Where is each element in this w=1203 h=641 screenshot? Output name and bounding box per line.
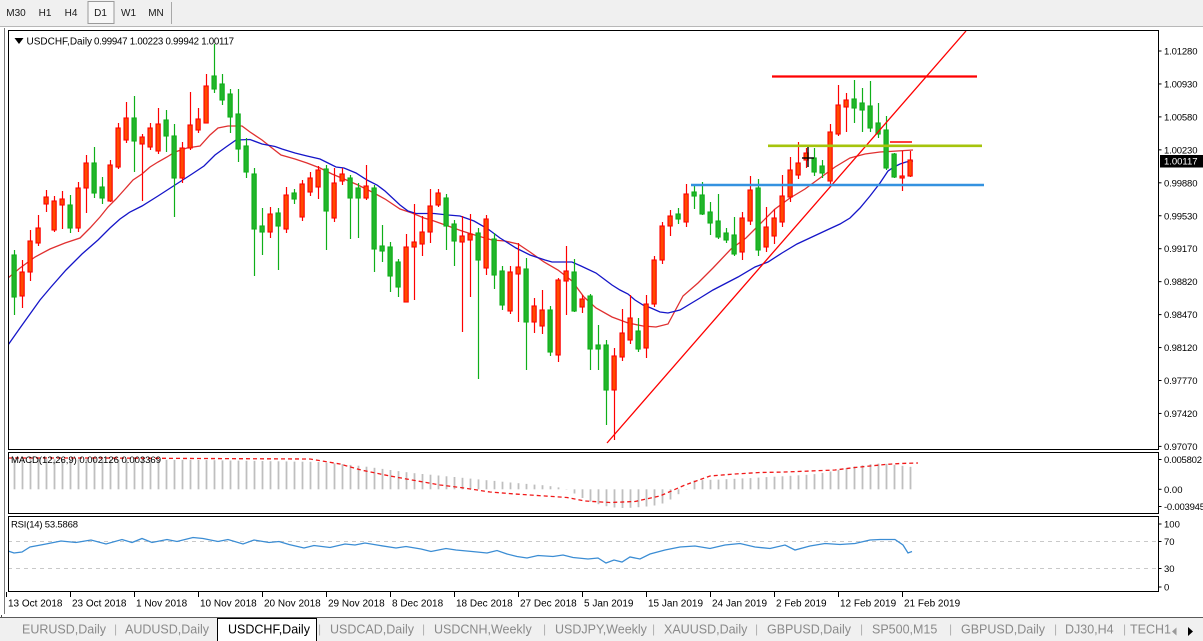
svg-text:D1: D1 bbox=[94, 8, 107, 19]
svg-text:|: | bbox=[1123, 622, 1126, 636]
svg-text:RSI(14) 53.5868: RSI(14) 53.5868 bbox=[11, 520, 78, 531]
svg-text:13 Oct 2018: 13 Oct 2018 bbox=[8, 599, 63, 610]
svg-text:1 Nov 2018: 1 Nov 2018 bbox=[136, 599, 188, 610]
svg-text:|: | bbox=[543, 622, 546, 636]
svg-text:|: | bbox=[755, 622, 758, 636]
svg-text:GBPUSD,Daily: GBPUSD,Daily bbox=[961, 623, 1046, 637]
svg-text:27 Dec 2018: 27 Dec 2018 bbox=[520, 599, 577, 610]
svg-text:23 Oct 2018: 23 Oct 2018 bbox=[72, 599, 127, 610]
svg-text:MACD(12,26,9) 0.002126 0.00336: MACD(12,26,9) 0.002126 0.003369 bbox=[11, 455, 161, 466]
svg-text:GBPUSD,Daily: GBPUSD,Daily bbox=[767, 623, 852, 637]
svg-text:M30: M30 bbox=[6, 8, 26, 19]
svg-text:100: 100 bbox=[1164, 520, 1180, 531]
svg-text:W1: W1 bbox=[121, 8, 136, 19]
svg-text:29 Nov 2018: 29 Nov 2018 bbox=[328, 599, 385, 610]
svg-text:21 Feb 2019: 21 Feb 2019 bbox=[904, 599, 961, 610]
svg-text:0.005802: 0.005802 bbox=[1164, 455, 1202, 466]
svg-text:0.97070: 0.97070 bbox=[1164, 442, 1198, 453]
svg-text:10 Nov 2018: 10 Nov 2018 bbox=[200, 599, 257, 610]
svg-text:70: 70 bbox=[1164, 537, 1175, 548]
svg-text:0.99170: 0.99170 bbox=[1164, 244, 1198, 255]
svg-text:12 Feb 2019: 12 Feb 2019 bbox=[840, 599, 897, 610]
svg-text:|: | bbox=[1054, 622, 1057, 636]
svg-text:0.99880: 0.99880 bbox=[1164, 178, 1198, 189]
svg-text:|: | bbox=[949, 622, 952, 636]
svg-text:0: 0 bbox=[1164, 583, 1169, 594]
svg-text:2 Feb 2019: 2 Feb 2019 bbox=[776, 599, 827, 610]
svg-text:MN: MN bbox=[148, 8, 164, 19]
svg-text:|: | bbox=[114, 622, 117, 636]
svg-text:0.97770: 0.97770 bbox=[1164, 376, 1198, 387]
svg-text:|: | bbox=[422, 622, 425, 636]
svg-text:USDCNH,Weekly: USDCNH,Weekly bbox=[434, 623, 532, 637]
svg-text:-0.003945: -0.003945 bbox=[1164, 502, 1203, 513]
svg-text:0.99530: 0.99530 bbox=[1164, 211, 1198, 222]
svg-text:18 Dec 2018: 18 Dec 2018 bbox=[456, 599, 513, 610]
svg-text:XAUUSD,Daily: XAUUSD,Daily bbox=[664, 623, 748, 637]
svg-text:|: | bbox=[860, 622, 863, 636]
svg-text:USDCAD,Daily: USDCAD,Daily bbox=[330, 623, 415, 637]
svg-text:8 Dec 2018: 8 Dec 2018 bbox=[392, 599, 444, 610]
svg-text:0.98470: 0.98470 bbox=[1164, 310, 1198, 321]
svg-text:AUDUSD,Daily: AUDUSD,Daily bbox=[125, 623, 210, 637]
svg-text:5 Jan 2019: 5 Jan 2019 bbox=[584, 599, 634, 610]
svg-text:0.98120: 0.98120 bbox=[1164, 343, 1198, 354]
svg-text:H4: H4 bbox=[65, 8, 78, 19]
svg-text:1.00930: 1.00930 bbox=[1164, 79, 1198, 90]
svg-text:0.00: 0.00 bbox=[1164, 485, 1183, 496]
svg-text:1.00117: 1.00117 bbox=[1164, 157, 1198, 168]
svg-text:USDCHF,Daily: USDCHF,Daily bbox=[27, 37, 93, 48]
svg-text:20 Nov 2018: 20 Nov 2018 bbox=[264, 599, 321, 610]
svg-text:USDJPY,Weekly: USDJPY,Weekly bbox=[555, 623, 648, 637]
svg-text:EURUSD,Daily: EURUSD,Daily bbox=[22, 623, 107, 637]
svg-text:DJ30,H4: DJ30,H4 bbox=[1065, 623, 1114, 637]
svg-text:H1: H1 bbox=[39, 8, 52, 19]
svg-text:0.99947 1.00223 0.99942 1.0011: 0.99947 1.00223 0.99942 1.00117 bbox=[94, 37, 234, 48]
svg-text:1.00230: 1.00230 bbox=[1164, 145, 1198, 156]
svg-text:|: | bbox=[652, 622, 655, 636]
svg-text:1.01280: 1.01280 bbox=[1164, 47, 1198, 58]
svg-text:SP500,M15: SP500,M15 bbox=[872, 623, 937, 637]
svg-text:24 Jan 2019: 24 Jan 2019 bbox=[712, 599, 767, 610]
svg-text:|: | bbox=[318, 622, 321, 636]
svg-text:15 Jan 2019: 15 Jan 2019 bbox=[648, 599, 703, 610]
svg-text:1.00580: 1.00580 bbox=[1164, 112, 1198, 123]
svg-text:30: 30 bbox=[1164, 564, 1175, 575]
svg-text:0.98820: 0.98820 bbox=[1164, 277, 1198, 288]
svg-text:0.97420: 0.97420 bbox=[1164, 409, 1198, 420]
svg-text:TECH1: TECH1 bbox=[1130, 623, 1171, 637]
svg-text:USDCHF,Daily: USDCHF,Daily bbox=[228, 623, 311, 637]
